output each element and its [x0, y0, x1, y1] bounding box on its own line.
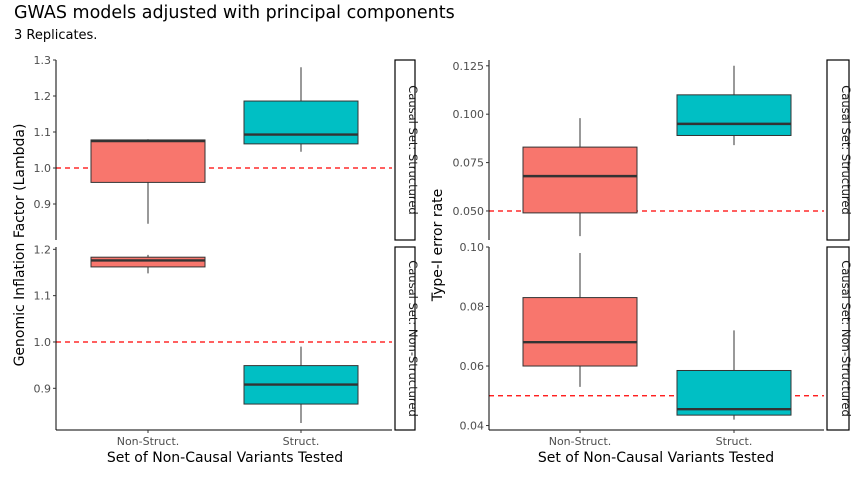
y-tick-label: 1.3: [34, 54, 52, 67]
box-struct: [676, 330, 792, 420]
y-tick-label: 0.050: [453, 205, 485, 218]
facet-strip: [394, 246, 416, 431]
y-tick-label: 1.2: [34, 243, 52, 256]
facet-strip: [394, 59, 416, 241]
box-non-struct: [522, 118, 638, 237]
y-tick-label: 0.08: [460, 301, 485, 314]
box-iqr: [676, 94, 792, 136]
x-axis-title: Set of Non-Causal Variants Tested: [538, 450, 774, 466]
box-non-struct: [522, 252, 638, 387]
box-non-struct: [90, 254, 206, 274]
box-non-struct: [90, 139, 206, 224]
y-tick-label: 1.1: [34, 126, 52, 139]
x-tick-label: Struct.: [283, 435, 320, 448]
y-tick-label: 1.0: [34, 162, 52, 175]
facet-structured: 0.9 1.0 1.1 1.2 1.3 Causal Set: Structured: [34, 54, 420, 241]
y-tick-label: 0.100: [453, 108, 485, 121]
y-tick-label: 0.075: [453, 157, 485, 170]
facet-non-structured: 0.9 1.0 1.1 1.2 Causal Set: Non-Structured: [34, 243, 420, 431]
chart-subtitle: 3 Replicates.: [14, 28, 98, 43]
facet-strip-label: Causal Set: Structured: [839, 85, 853, 214]
box-struct: [676, 65, 792, 146]
facet-strip: [826, 59, 850, 241]
facet-structured: 0.050 0.075 0.100 0.125 Causal Set: Structur…: [453, 59, 853, 241]
y-axis-title: Type-I error rate: [430, 189, 446, 303]
box-struct: [243, 346, 359, 424]
y-tick-label: 0.06: [460, 360, 485, 373]
y-tick-label: 0.9: [34, 198, 52, 211]
y-axis-title: Genomic Inflation Factor (Lambda): [12, 124, 28, 367]
x-tick-label: Struct.: [716, 435, 753, 448]
y-tick-label: 0.04: [460, 420, 485, 433]
box-iqr: [243, 100, 359, 145]
box-iqr: [90, 256, 206, 268]
facet-strip-label: Causal Set: Structured: [406, 85, 420, 214]
y-tick-label: 1.0: [34, 336, 52, 349]
facet-strip: [826, 246, 850, 431]
facet-strip-label: Causal Set: Non-Structured: [839, 260, 853, 417]
y-tick-label: 1.2: [34, 90, 52, 103]
x-tick-label: Non-Struct.: [549, 435, 612, 448]
y-tick-label: 0.125: [453, 60, 485, 73]
panel-right: 0.050 0.075 0.100 0.125 Causal Set: Structur…: [430, 59, 854, 466]
y-tick-label: 0.10: [460, 241, 485, 254]
x-tick-label: Non-Struct.: [117, 435, 180, 448]
chart-title: GWAS models adjusted with principal comp…: [14, 3, 455, 23]
box-iqr: [522, 297, 638, 367]
box-iqr: [522, 146, 638, 214]
box-iqr: [90, 139, 206, 183]
y-tick-label: 0.9: [34, 382, 52, 395]
box-iqr: [676, 369, 792, 416]
x-axis-title: Set of Non-Causal Variants Tested: [107, 450, 343, 466]
box-struct: [243, 67, 359, 152]
y-tick-label: 1.1: [34, 290, 52, 303]
facet-non-structured: 0.04 0.06 0.08 0.10 Causal Set: Non-Structur…: [460, 241, 854, 433]
facet-strip-label: Causal Set: Non-Structured: [406, 260, 420, 417]
